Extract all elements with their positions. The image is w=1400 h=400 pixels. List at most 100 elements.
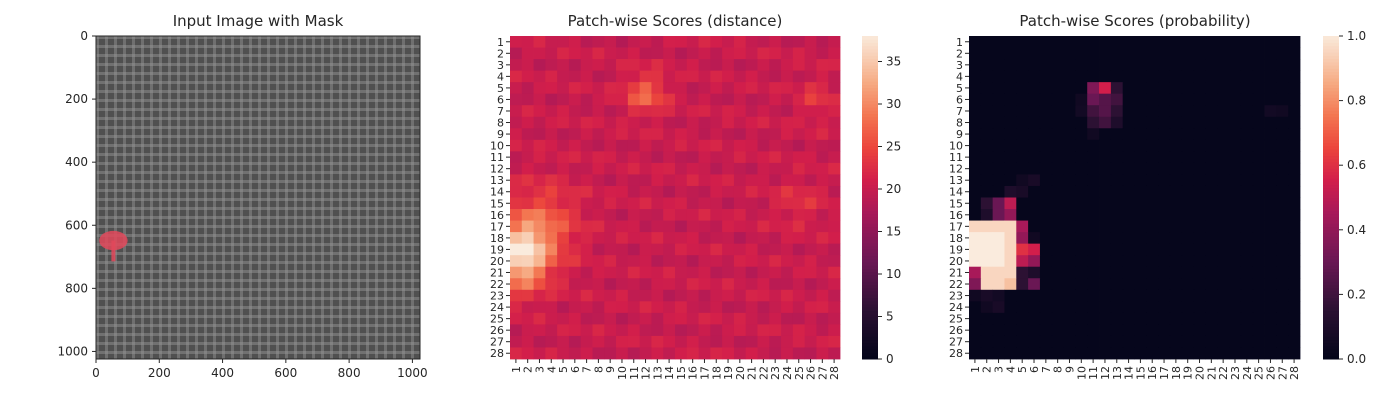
heatmap-cell xyxy=(1193,59,1206,72)
heatmap-cell xyxy=(604,47,617,60)
colorbar-segment xyxy=(1323,342,1339,347)
heatmap-cell xyxy=(1205,116,1218,129)
heatmap-cell xyxy=(733,105,747,118)
heatmap-cell xyxy=(1181,59,1195,72)
x-tick-label: 28 xyxy=(828,366,841,380)
heatmap-cell xyxy=(1264,139,1277,152)
heatmap-cell xyxy=(510,243,523,256)
heatmap-cell xyxy=(580,116,593,129)
heatmap-cell xyxy=(592,335,605,348)
heatmap-cell xyxy=(1134,266,1147,279)
heatmap-cell xyxy=(1240,70,1254,83)
colorbar-segment xyxy=(862,336,878,341)
heatmap-cell xyxy=(557,105,570,118)
colorbar-tick-label: 0.0 xyxy=(1347,352,1366,366)
heatmap-cell xyxy=(627,243,641,256)
heatmap-cell xyxy=(545,128,558,141)
colorbar-segment xyxy=(862,249,878,253)
heatmap-cell xyxy=(1217,70,1230,83)
heatmap-cell xyxy=(781,105,794,118)
heatmap-cell xyxy=(627,139,641,152)
heatmap-cell xyxy=(969,312,982,325)
y-tick-label: 15 xyxy=(490,197,504,210)
heatmap-cell xyxy=(1264,82,1277,95)
colorbar-segment xyxy=(1323,349,1339,354)
heatmap-cell xyxy=(1122,347,1135,360)
heatmap-cell xyxy=(557,151,570,164)
heatmap-cell xyxy=(545,232,558,245)
heatmap-cell xyxy=(1110,59,1124,72)
heatmap-cell xyxy=(710,266,723,279)
colorbar-segment xyxy=(1323,171,1339,176)
heatmap-cell xyxy=(1028,255,1041,268)
heatmap-cell xyxy=(592,105,605,118)
y-tick-label: 16 xyxy=(490,209,504,222)
heatmap-cell xyxy=(1122,105,1135,118)
heatmap-cell xyxy=(1169,70,1183,83)
heatmap-cell xyxy=(627,59,641,72)
heatmap-cell xyxy=(510,301,523,314)
heatmap-cell xyxy=(1252,47,1265,60)
heatmap-cell xyxy=(1169,185,1183,198)
heatmap-cell xyxy=(781,162,794,175)
heatmap-cell xyxy=(1276,70,1289,83)
heatmap-cell xyxy=(1134,255,1147,268)
x-tick-label: 16 xyxy=(687,366,700,380)
heatmap-cell xyxy=(1264,220,1277,233)
heatmap-cell xyxy=(698,70,711,83)
heatmap-cell xyxy=(992,347,1005,360)
heatmap-cell xyxy=(521,243,534,256)
heatmap-cell xyxy=(698,243,711,256)
heatmap-cell xyxy=(745,59,758,72)
heatmap-cell xyxy=(686,209,699,221)
heatmap-cell xyxy=(616,59,629,72)
heatmap-cell xyxy=(1146,209,1159,221)
colorbar-segment xyxy=(1323,271,1339,276)
colorbar-segment xyxy=(1323,158,1339,163)
colorbar-segment xyxy=(862,307,878,312)
heatmap-cell xyxy=(663,47,676,60)
heatmap-cell xyxy=(1016,255,1029,268)
colorbar-segment xyxy=(862,197,878,202)
heatmap-cell xyxy=(980,301,994,314)
heatmap-cell xyxy=(980,36,994,48)
heatmap-cell xyxy=(1276,278,1289,291)
heatmap-cell xyxy=(1028,243,1041,256)
colorbar-segment xyxy=(862,297,878,302)
heatmap-cell xyxy=(521,128,534,141)
heatmap-cell xyxy=(1181,116,1195,129)
heatmap-cell xyxy=(568,82,582,95)
heatmap-cell xyxy=(992,197,1005,210)
heatmap-cell xyxy=(545,139,558,152)
heatmap-cell xyxy=(1158,197,1171,210)
heatmap-cell xyxy=(804,335,817,348)
heatmap-cell xyxy=(592,174,605,187)
heatmap-cell xyxy=(1063,162,1076,175)
x-tick-label: 26 xyxy=(805,366,818,380)
colorbar-segment xyxy=(1323,313,1339,318)
fabric-weave-vertical xyxy=(150,36,153,359)
heatmap-cell xyxy=(969,162,982,175)
heatmap-cell xyxy=(733,116,747,129)
heatmap-cell xyxy=(1122,266,1135,279)
colorbar-segment xyxy=(862,233,878,237)
heatmap-cell xyxy=(1264,70,1277,83)
heatmap-cell xyxy=(757,324,770,337)
heatmap-cell xyxy=(521,36,534,48)
heatmap-cell xyxy=(1122,139,1135,152)
heatmap-cell xyxy=(627,105,641,118)
heatmap-cell xyxy=(580,197,593,210)
heatmap-cell xyxy=(521,151,534,164)
heatmap-cell xyxy=(1146,289,1159,302)
heatmap-cell xyxy=(627,82,641,95)
heatmap-cell xyxy=(969,335,982,348)
heatmap-cell xyxy=(1193,255,1206,268)
heatmap-cell xyxy=(1264,243,1277,256)
heatmap-cell xyxy=(769,335,782,348)
heatmap-cell xyxy=(710,82,723,95)
heatmap-cell xyxy=(769,324,782,337)
colorbar-tick-label: 0.6 xyxy=(1347,158,1366,172)
heatmap-cell xyxy=(769,278,782,291)
heatmap-cell xyxy=(627,93,641,106)
